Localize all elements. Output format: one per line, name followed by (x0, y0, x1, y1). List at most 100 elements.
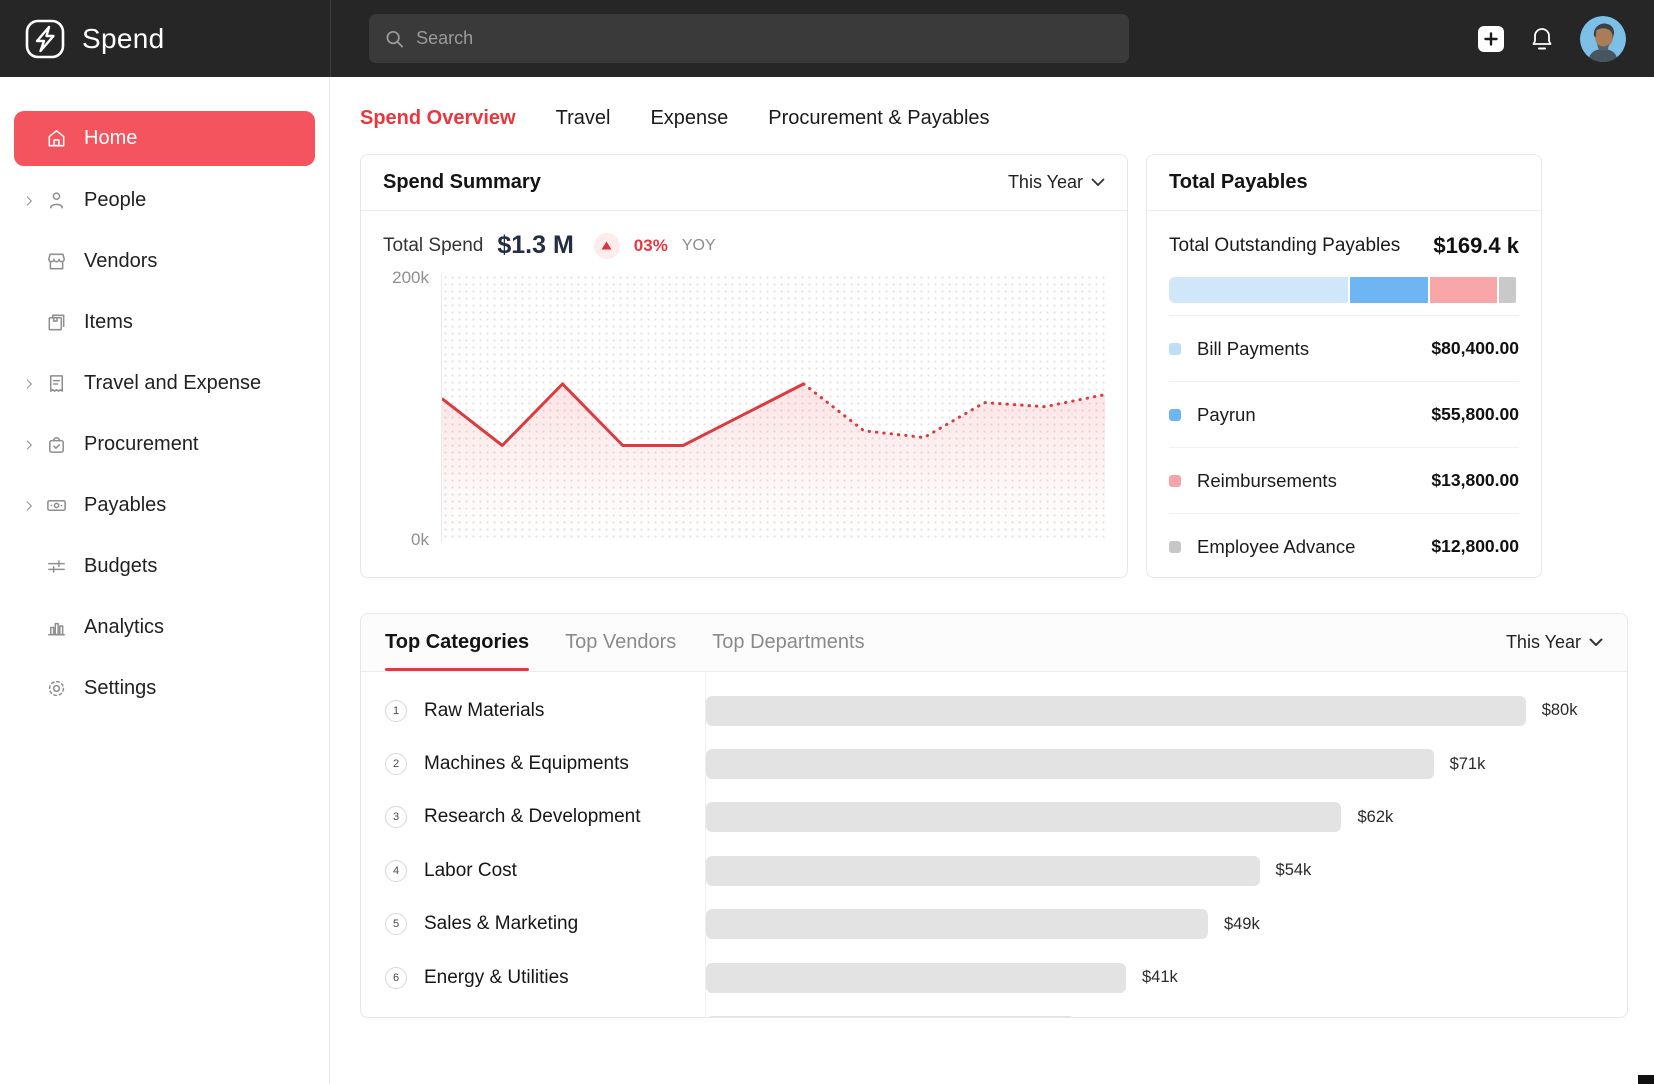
legend-swatch (1169, 408, 1181, 421)
payables-row-label: Reimbursements (1197, 469, 1337, 491)
yoy-label: YOY (681, 236, 716, 254)
bar-value: $41k (1141, 968, 1178, 987)
tab-expense[interactable]: Expense (650, 107, 729, 129)
chevron-right-icon[interactable] (14, 194, 44, 208)
person-icon (44, 189, 68, 212)
page-layout: Home People Vendors (0, 77, 1654, 1084)
card-title: Spend Summary (383, 171, 541, 193)
total-payables-body: Total Outstanding Payables $169.4 k Bill… (1147, 211, 1541, 579)
legend-swatch (1169, 342, 1181, 355)
top-spend-period-dropdown[interactable]: This Year (1506, 632, 1603, 653)
sidebar-item-vendors[interactable]: Vendors (0, 231, 329, 292)
rank-badge: 4 (385, 859, 407, 882)
category-row-sales-marketing[interactable]: 5 Sales & Marketing (361, 898, 705, 951)
sidebar-item-label: Budgets (84, 555, 158, 577)
spend-summary-body: Total Spend $1.3 M 03% YOY 200k 0k (361, 211, 1127, 549)
sidebar-item-label: Procurement (84, 433, 199, 455)
sidebar-item-items[interactable]: Items (0, 292, 329, 353)
home-icon (44, 127, 68, 150)
card-title: Total Payables (1169, 171, 1308, 193)
tab-top-vendors[interactable]: Top Vendors (565, 631, 677, 653)
category-row-machines-equipments[interactable]: 2 Machines & Equipments (361, 737, 705, 790)
category-bar (706, 855, 1260, 886)
sidebar-item-label: Analytics (84, 616, 165, 638)
outstanding-row: Total Outstanding Payables $169.4 k (1169, 227, 1519, 277)
bar-value: $49k (1223, 914, 1260, 933)
top-spend-header: Top Categories Top Vendors Top Departmen… (361, 614, 1627, 672)
category-bar (706, 749, 1434, 780)
payables-row-label: Employee Advance (1197, 535, 1356, 557)
total-spend-label: Total Spend (383, 234, 484, 256)
chevron-right-icon[interactable] (14, 438, 44, 452)
storefront-icon (44, 250, 68, 273)
top-spend-card: Top Categories Top Vendors Top Departmen… (360, 613, 1628, 1018)
chart-plot-area (441, 274, 1105, 542)
cards-row: Spend Summary This Year Total Spend $1.3… (360, 154, 1628, 578)
category-label: Labor Cost (424, 859, 517, 881)
stacked-segment-employee-advance (1498, 277, 1517, 303)
tab-top-categories[interactable]: Top Categories (385, 614, 530, 671)
rank-badge: 5 (385, 913, 407, 936)
tab-top-departments[interactable]: Top Departments (712, 631, 865, 653)
sliders-icon (44, 555, 68, 578)
period-value: This Year (1007, 172, 1083, 192)
tab-spend-overview[interactable]: Spend Overview (360, 107, 516, 129)
payables-row-label: Payrun (1197, 403, 1256, 425)
category-bar (706, 802, 1342, 833)
app-logo-icon (25, 19, 65, 58)
sidebar-item-procurement[interactable]: Procurement (0, 414, 329, 475)
sidebar-item-label: Payables (84, 494, 167, 516)
trend-area-fill (442, 383, 1105, 542)
category-row-labor-cost[interactable]: 4 Labor Cost (361, 844, 705, 897)
chevron-right-icon[interactable] (14, 499, 44, 513)
category-row-raw-materials[interactable]: 1 Raw Materials (361, 684, 705, 737)
top-bar-main (330, 0, 1654, 77)
chart-y-axis: 200k 0k (383, 268, 441, 549)
payables-row-reimbursements[interactable]: Reimbursements $13,800.00 (1169, 447, 1519, 513)
trend-line-projected (802, 382, 1105, 440)
app-name: Spend (82, 22, 165, 54)
search-bar[interactable] (369, 14, 1129, 63)
chevron-right-icon[interactable] (14, 377, 44, 391)
stacked-segment-reimbursements (1430, 277, 1497, 303)
payables-row-value: $13,800.00 (1431, 470, 1519, 490)
sidebar-item-people[interactable]: People (0, 170, 329, 231)
total-spend-value: $1.3 M (497, 231, 574, 259)
payables-row-label: Bill Payments (1197, 337, 1310, 359)
category-label: Raw Materials (424, 699, 545, 721)
sidebar-item-travel-and-expense[interactable]: Travel and Expense (0, 353, 329, 414)
user-avatar[interactable] (1580, 15, 1626, 62)
category-list: 1 Raw Materials 2 Machines & Equipments … (361, 672, 706, 1017)
category-label: Research & Development (424, 806, 641, 828)
sidebar-item-label: Items (84, 311, 133, 333)
spend-summary-period-dropdown[interactable]: This Year (1008, 172, 1105, 193)
payables-row-employee-advance[interactable]: Employee Advance $12,800.00 (1169, 513, 1519, 579)
legend-swatch (1169, 540, 1181, 553)
payables-row-bill-payments[interactable]: Bill Payments $80,400.00 (1169, 315, 1519, 381)
sidebar-item-label: Travel and Expense (84, 372, 262, 394)
top-bar-actions (1478, 15, 1626, 62)
total-payables-card: Total Payables Total Outstanding Payable… (1146, 154, 1542, 578)
tab-travel[interactable]: Travel (555, 107, 611, 129)
sidebar-item-label: Vendors (84, 250, 158, 272)
search-input[interactable] (416, 28, 1113, 49)
payables-row-payrun[interactable]: Payrun $55,800.00 (1169, 381, 1519, 447)
sidebar-item-analytics[interactable]: Analytics (0, 597, 329, 658)
spend-summary-header: Spend Summary This Year (361, 155, 1127, 211)
notifications-bell-icon[interactable] (1530, 26, 1554, 52)
category-row-research-development[interactable]: 3 Research & Development (361, 791, 705, 844)
trend-line-svg (442, 382, 1105, 542)
legend-swatch (1169, 474, 1181, 487)
tab-procurement-payables[interactable]: Procurement & Payables (768, 107, 990, 129)
y-tick-bottom: 0k (411, 530, 429, 549)
package-icon (44, 311, 68, 334)
sidebar-item-budgets[interactable]: Budgets (0, 536, 329, 597)
category-row-energy-utilities[interactable]: 6 Energy & Utilities (361, 951, 705, 1004)
sidebar-item-home[interactable]: Home (14, 111, 315, 166)
sidebar-item-payables[interactable]: Payables (0, 475, 329, 536)
receipt-icon (44, 372, 68, 395)
add-button[interactable] (1478, 25, 1504, 52)
sidebar-item-settings[interactable]: Settings (0, 658, 329, 719)
bar-value: $80k (1541, 701, 1578, 720)
top-bar: Spend (0, 0, 1654, 77)
